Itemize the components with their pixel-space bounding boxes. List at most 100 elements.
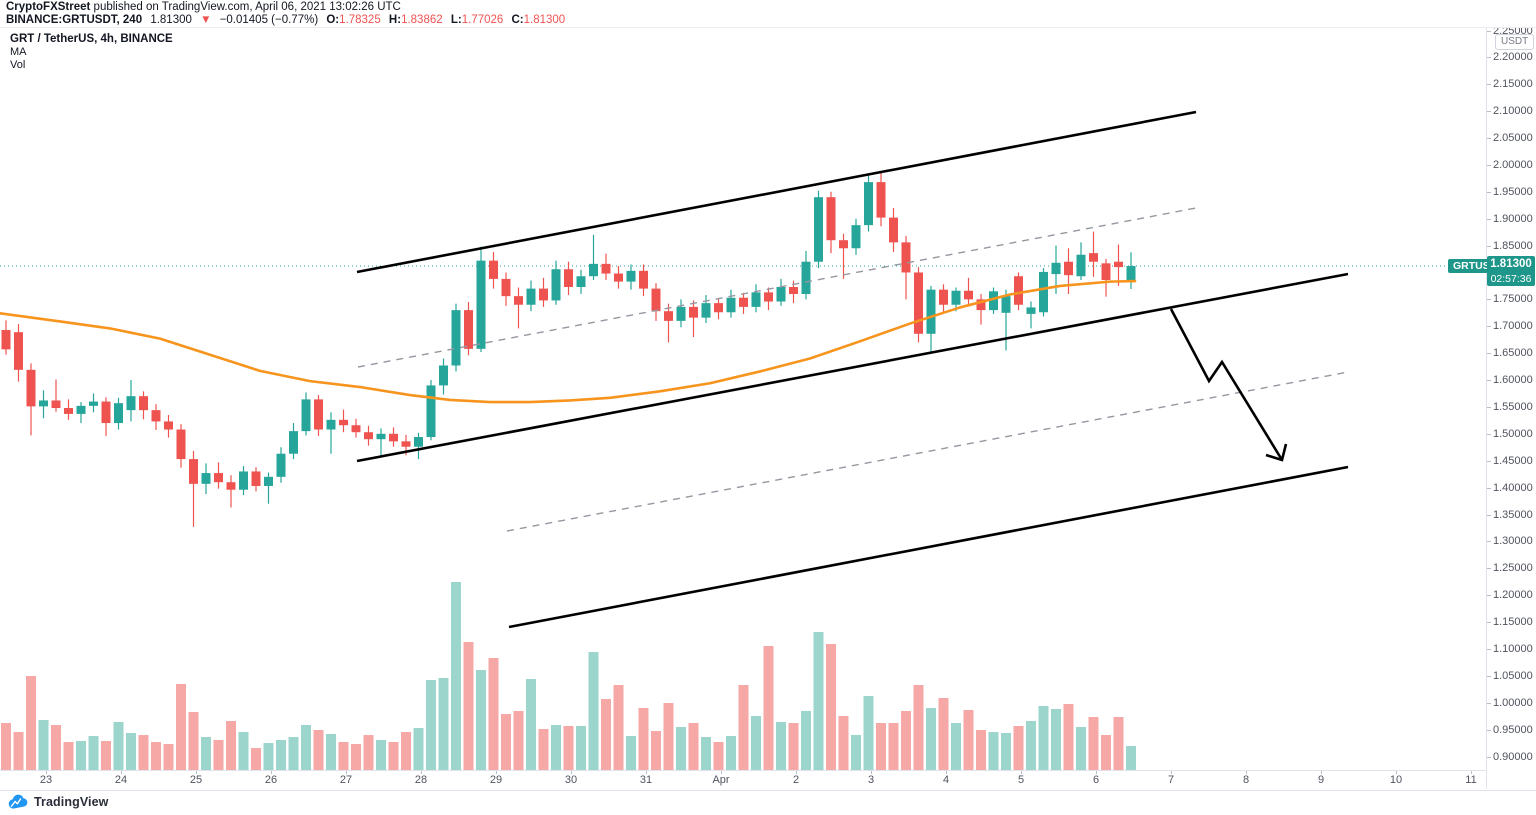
time-tick-mark bbox=[496, 771, 497, 774]
price-tick-label: 1.45000 bbox=[1493, 454, 1533, 467]
candle-body bbox=[1114, 261, 1123, 268]
high-value: 1.83862 bbox=[401, 14, 443, 26]
candlestick-series[interactable] bbox=[1, 172, 1136, 527]
candle-body bbox=[101, 401, 111, 424]
volume-bar bbox=[663, 703, 674, 770]
time-tick-mark bbox=[1471, 771, 1472, 774]
tradingview-cloud-icon bbox=[8, 794, 28, 809]
price-tick-mark bbox=[1487, 460, 1491, 462]
price-change: −0.01405 (−0.77%) bbox=[219, 14, 319, 26]
price-tick-mark bbox=[1487, 164, 1491, 166]
volume-bar bbox=[201, 737, 211, 770]
candle-body bbox=[726, 297, 736, 313]
time-tick-label: Apr bbox=[712, 774, 730, 786]
breakdown-arrow[interactable] bbox=[1169, 308, 1288, 462]
price-tick-label: 1.85000 bbox=[1493, 239, 1533, 252]
currency-toggle-button[interactable]: USDT bbox=[1495, 34, 1535, 50]
tradingview-logo[interactable]: TradingView bbox=[8, 793, 109, 811]
time-axis[interactable]: 23 24 25 26 27 28 29 30 31 Apr 2 3 4 5 6 7 8 9 10 11 bbox=[0, 770, 1536, 791]
candle-body bbox=[714, 303, 723, 313]
volume-bar bbox=[701, 737, 711, 770]
tradingview-wordmark: TradingView bbox=[34, 795, 109, 809]
volume-bar bbox=[976, 730, 986, 770]
price-tick-mark bbox=[1487, 487, 1491, 489]
volume-bar bbox=[1001, 733, 1011, 770]
candle-body bbox=[564, 269, 573, 287]
price-tick-label: 1.05000 bbox=[1493, 669, 1533, 682]
candle-body bbox=[451, 310, 461, 366]
candle-body bbox=[314, 399, 323, 430]
candle-body bbox=[676, 306, 686, 321]
candle-body bbox=[1064, 261, 1073, 276]
candle-body bbox=[364, 432, 373, 440]
candle-body bbox=[939, 289, 948, 305]
volume-series[interactable] bbox=[1, 582, 1136, 770]
price-tick-mark bbox=[1487, 595, 1491, 597]
candle-body bbox=[151, 410, 161, 422]
legend-vol-item[interactable]: Vol bbox=[10, 58, 26, 71]
volume-bar bbox=[963, 710, 974, 770]
price-tick-mark bbox=[1487, 326, 1491, 328]
candle-body bbox=[989, 291, 998, 311]
candle-body bbox=[889, 217, 898, 243]
volume-bar bbox=[726, 736, 736, 770]
price-tick-label: 0.95000 bbox=[1493, 723, 1533, 736]
volume-bar bbox=[238, 732, 249, 770]
candle-body bbox=[1039, 271, 1048, 313]
candle-body bbox=[626, 270, 636, 282]
candle-body bbox=[614, 273, 623, 282]
candle-body bbox=[501, 278, 511, 297]
volume-bar bbox=[951, 723, 961, 770]
projected-channel-lower-line[interactable] bbox=[508, 465, 1349, 629]
volume-bar bbox=[126, 733, 136, 770]
volume-bar bbox=[88, 736, 99, 770]
volume-bar bbox=[251, 748, 261, 770]
candle-body bbox=[914, 272, 923, 334]
volume-bar bbox=[463, 642, 474, 770]
candle-body bbox=[389, 433, 398, 442]
price-axis[interactable]: USDT 2.25000 2.20000 2.15000 2.10000 2.05000… bbox=[1486, 25, 1536, 770]
candle-body bbox=[589, 263, 598, 277]
volume-bar bbox=[676, 727, 686, 770]
ascending-channel-upper-line[interactable] bbox=[356, 110, 1197, 274]
volume-bar bbox=[1076, 727, 1086, 770]
price-tick-mark bbox=[1487, 622, 1491, 624]
volume-bar bbox=[288, 737, 299, 770]
ma-line[interactable] bbox=[0, 279, 1137, 404]
arrow-head-icon bbox=[1265, 443, 1288, 462]
high-label: H: bbox=[388, 14, 402, 26]
price-tick-mark bbox=[1487, 675, 1491, 677]
price-tick-mark bbox=[1487, 514, 1491, 516]
price-tick-mark bbox=[1487, 111, 1491, 113]
candle-body bbox=[951, 290, 961, 305]
candle-body bbox=[689, 306, 698, 318]
price-tick-label: 1.75000 bbox=[1493, 293, 1533, 306]
attribution-header: CryptoFXStreet published on TradingView.… bbox=[0, 0, 1536, 28]
candle-body bbox=[226, 482, 236, 490]
price-tick-label: 1.55000 bbox=[1493, 400, 1533, 413]
volume-bar bbox=[1063, 704, 1074, 770]
time-tick-label: 30 bbox=[564, 774, 578, 786]
candle-body bbox=[801, 261, 811, 294]
price-tick-mark bbox=[1487, 353, 1491, 355]
last-price-value: 1.81300 bbox=[1490, 258, 1532, 271]
candle-body bbox=[89, 401, 98, 406]
time-tick-label: 28 bbox=[414, 774, 428, 786]
ascending-channel-lower-line[interactable] bbox=[356, 272, 1349, 463]
time-tick-mark bbox=[46, 771, 47, 774]
chart-legend: GRT / TetherUS, 4h, BINANCE MA Vol bbox=[10, 33, 173, 71]
time-tick-label: 9 bbox=[1317, 774, 1325, 786]
candle-body bbox=[739, 297, 748, 307]
price-tick-mark bbox=[1487, 30, 1491, 32]
volume-bar bbox=[876, 723, 886, 770]
open-value: 1.78325 bbox=[339, 14, 381, 26]
price-tick-mark bbox=[1487, 380, 1491, 382]
legend-ma-item[interactable]: MA bbox=[10, 46, 27, 58]
time-tick-label: 23 bbox=[39, 774, 53, 786]
volume-bar bbox=[163, 744, 174, 770]
price-tick-label: 2.20000 bbox=[1493, 51, 1533, 64]
price-tick-mark bbox=[1487, 406, 1491, 408]
volume-bar bbox=[376, 740, 386, 770]
candle-body bbox=[976, 299, 986, 311]
